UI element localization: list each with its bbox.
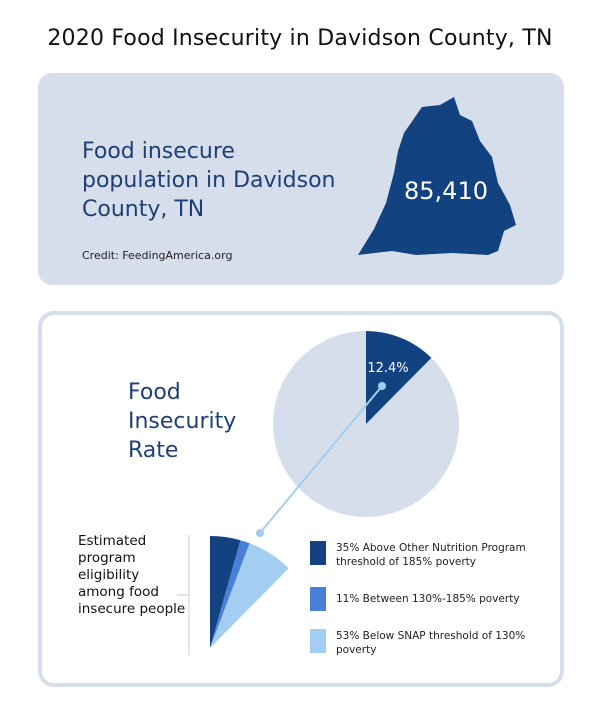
eligibility-slice-below-130 <box>210 543 289 648</box>
population-value: 85,410 <box>404 177 488 205</box>
davidson-county-map-icon <box>358 97 516 255</box>
rate-pie-data-label: 12.4% <box>367 361 408 376</box>
rate-label-line1: Food <box>128 380 181 405</box>
eligibility-slice-130-185 <box>210 540 250 648</box>
credit-text: Credit: FeedingAmerica.org <box>82 249 233 262</box>
food-insecurity-charts: 12.4% <box>177 331 460 655</box>
eligibility-label: Estimated program eligibility among food… <box>78 533 186 617</box>
legend-swatch-dark <box>310 541 326 565</box>
population-card: Food insecure population in Davidson Cou… <box>38 73 564 285</box>
rate-label: Food Insecurity Rate <box>128 378 236 465</box>
legend-swatch-light <box>310 629 326 653</box>
legend-text-130-185: 11% Between 130%-185% poverty <box>336 593 520 605</box>
rate-pie-slice-other <box>273 331 460 517</box>
connector-dot-end <box>256 529 264 537</box>
page-title: 2020 Food Insecurity in Davidson County,… <box>47 26 553 51</box>
eligibility-slice-above-185 <box>210 536 241 648</box>
rate-label-line3: Rate <box>128 438 179 463</box>
legend-text-above-185: 35% Above Other Nutrition Program thresh… <box>336 542 526 568</box>
legend-swatch-mid <box>310 587 326 611</box>
connector-line <box>259 385 383 534</box>
legend-item-above-185: 35% Above Other Nutrition Program thresh… <box>310 541 546 569</box>
connector-dot-start <box>378 382 386 390</box>
rate-pie-slice-insecure <box>366 331 432 424</box>
legend-item-130-185: 11% Between 130%-185% poverty <box>310 587 546 611</box>
rate-label-line2: Insecurity <box>128 409 237 434</box>
population-label: Food insecure population in Davidson Cou… <box>82 139 336 222</box>
rate-card: Food Insecurity Rate 12.4% Estimated pro… <box>38 311 564 687</box>
legend-item-below-130: 53% Below SNAP threshold of 130% poverty <box>310 629 546 657</box>
legend-text-below-130: 53% Below SNAP threshold of 130% poverty <box>336 630 526 656</box>
